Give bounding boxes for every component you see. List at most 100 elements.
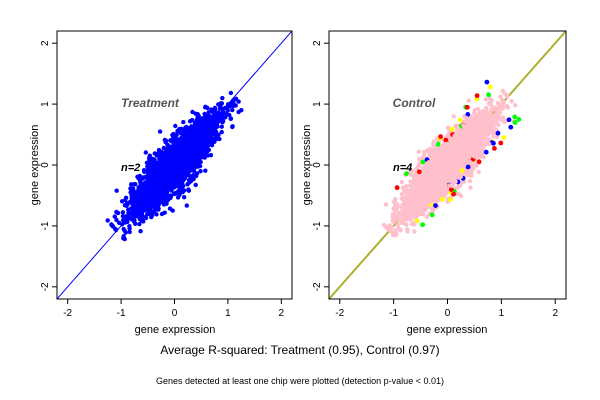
- treatment-point: [184, 143, 189, 148]
- treatment-point: [190, 109, 195, 115]
- treatment-point: [191, 150, 197, 156]
- control-point: [391, 219, 396, 225]
- treatment-point: [159, 189, 165, 194]
- treatment-point: [236, 99, 241, 104]
- control-point: [476, 169, 481, 175]
- treatment-point: [169, 139, 175, 144]
- treatment-point: [125, 201, 130, 206]
- treatment-point: [139, 201, 144, 206]
- treatment-n-label: n=2: [121, 162, 140, 174]
- treatment-point: [105, 218, 110, 223]
- control-point: [428, 146, 433, 151]
- control-point: [505, 94, 510, 99]
- treatment-point: [178, 136, 184, 141]
- treatment-point: [219, 124, 224, 129]
- control-point: [472, 107, 477, 113]
- treatment-point: [183, 126, 188, 131]
- treatment-point: [161, 196, 166, 202]
- control-point: [412, 229, 417, 234]
- treatment-point: [174, 143, 180, 148]
- treatment-point: [151, 166, 156, 172]
- treatment-point: [129, 182, 134, 187]
- treatment-point: [187, 119, 193, 124]
- treatment-point: [152, 199, 157, 204]
- control-point: [409, 221, 415, 227]
- treatment-point: [152, 193, 157, 198]
- treatment-point: [182, 134, 187, 139]
- treatment-point: [171, 143, 176, 148]
- treatment-point: [168, 154, 174, 159]
- treatment-point: [182, 130, 187, 135]
- treatment-point: [150, 213, 155, 218]
- treatment-point: [218, 101, 223, 106]
- treatment-point: [138, 179, 143, 184]
- treatment-point: [120, 210, 126, 215]
- treatment-point: [137, 221, 142, 227]
- treatment-point: [130, 186, 136, 191]
- treatment-point: [186, 188, 192, 193]
- treatment-point: [220, 95, 225, 101]
- treatment-point: [140, 176, 146, 181]
- treatment-point: [189, 174, 194, 179]
- control-point: [408, 217, 413, 222]
- treatment-point: [175, 184, 180, 189]
- treatment-point: [139, 218, 145, 223]
- treatment-point: [199, 116, 205, 121]
- control-point: [410, 168, 415, 174]
- treatment-point: [155, 151, 160, 156]
- treatment-point: [200, 119, 205, 125]
- treatment-point: [214, 136, 219, 142]
- treatment-point: [206, 110, 211, 115]
- treatment-point: [134, 208, 139, 213]
- treatment-point: [149, 209, 154, 215]
- treatment-point: [190, 129, 196, 135]
- control-panel: Control n=4 gene expression gene express…: [301, 30, 567, 336]
- treatment-point: [154, 180, 160, 186]
- treatment-point: [110, 224, 116, 229]
- control-point: [498, 117, 504, 122]
- treatment-point: [205, 140, 211, 145]
- control-point: [468, 185, 473, 190]
- treatment-y-tick-label: 1: [40, 101, 51, 107]
- control-point: [424, 214, 430, 219]
- control-point: [491, 134, 496, 139]
- treatment-point: [205, 136, 210, 141]
- treatment-point: [207, 122, 213, 127]
- treatment-point: [239, 108, 244, 113]
- control-point: [421, 212, 426, 217]
- treatment-point: [140, 210, 145, 215]
- treatment-point: [169, 170, 174, 175]
- treatment-point: [197, 128, 202, 133]
- treatment-point: [130, 194, 135, 199]
- treatment-point: [175, 190, 180, 195]
- treatment-point: [121, 218, 126, 223]
- treatment-x-ticks: -2 -1 0 1 2: [63, 299, 285, 319]
- treatment-point: [145, 212, 150, 217]
- treatment-point: [170, 184, 175, 189]
- treatment-point: [123, 230, 128, 235]
- control-point: [416, 149, 421, 154]
- treatment-point: [230, 124, 235, 129]
- treatment-point: [152, 170, 157, 175]
- control-point: [399, 192, 405, 197]
- treatment-point: [148, 156, 153, 161]
- treatment-point: [158, 153, 163, 159]
- treatment-point: [172, 132, 177, 137]
- treatment-point: [198, 131, 203, 137]
- treatment-point: [135, 174, 140, 179]
- treatment-point: [193, 120, 199, 125]
- treatment-point: [130, 202, 135, 207]
- treatment-point: [116, 220, 122, 225]
- treatment-xlabel: gene expression: [135, 324, 216, 336]
- treatment-point: [126, 207, 131, 212]
- control-point: [422, 149, 427, 155]
- control-point: [449, 136, 454, 142]
- treatment-point: [191, 133, 196, 138]
- treatment-point: [135, 214, 141, 219]
- treatment-point: [228, 90, 234, 96]
- treatment-point: [176, 151, 181, 156]
- treatment-point: [159, 160, 164, 165]
- treatment-point: [133, 194, 138, 199]
- treatment-point: [184, 157, 190, 162]
- treatment-point: [165, 177, 171, 183]
